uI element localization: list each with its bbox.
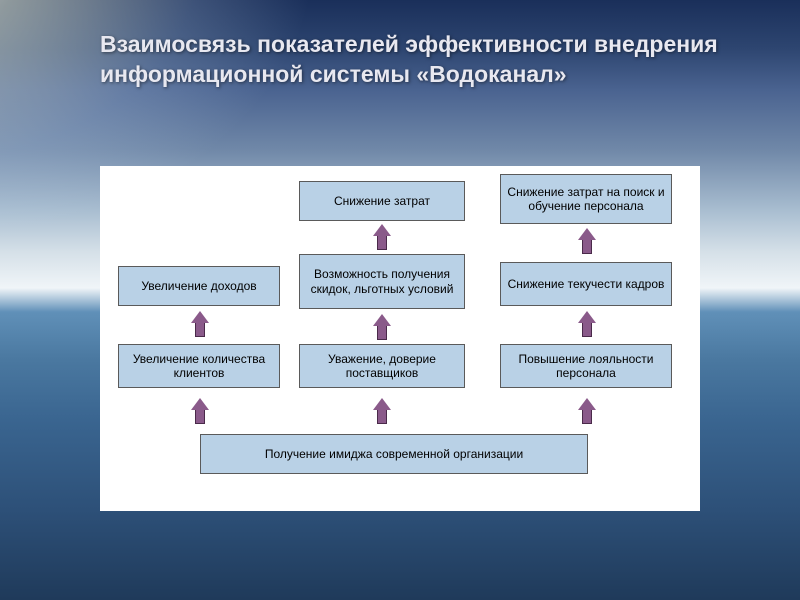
flow-node-label: Увеличение количества клиентов [125, 352, 273, 381]
flow-node-label: Снижение затрат [334, 194, 430, 208]
slide-title: Взаимосвязь показателей эффективности вн… [100, 30, 720, 90]
flow-node-label: Снижение затрат на поиск и обучение перс… [507, 185, 665, 214]
flow-node: Снижение затрат [299, 181, 465, 221]
flow-node-label: Получение имиджа современной организации [265, 447, 523, 461]
up-arrow-icon [373, 398, 391, 424]
flow-node: Снижение затрат на поиск и обучение перс… [500, 174, 672, 224]
flowchart-canvas: Снижение затрат Снижение затрат на поиск … [100, 166, 700, 511]
flow-node: Возможность получения скидок, льготных у… [299, 254, 465, 309]
flow-node: Снижение текучести кадров [500, 262, 672, 306]
flow-node: Повышение лояльности персонала [500, 344, 672, 388]
up-arrow-icon [578, 311, 596, 337]
flow-node: Уважение, доверие поставщиков [299, 344, 465, 388]
up-arrow-icon [191, 311, 209, 337]
flow-node: Увеличение доходов [118, 266, 280, 306]
up-arrow-icon [578, 228, 596, 254]
flow-node: Увеличение количества клиентов [118, 344, 280, 388]
flow-node-label: Снижение текучести кадров [508, 277, 665, 291]
up-arrow-icon [578, 398, 596, 424]
flow-node-label: Повышение лояльности персонала [507, 352, 665, 381]
flow-node: Получение имиджа современной организации [200, 434, 588, 474]
up-arrow-icon [373, 224, 391, 250]
up-arrow-icon [191, 398, 209, 424]
up-arrow-icon [373, 314, 391, 340]
flow-node-label: Увеличение доходов [141, 279, 256, 293]
flow-node-label: Уважение, доверие поставщиков [306, 352, 458, 381]
flow-node-label: Возможность получения скидок, льготных у… [306, 267, 458, 296]
